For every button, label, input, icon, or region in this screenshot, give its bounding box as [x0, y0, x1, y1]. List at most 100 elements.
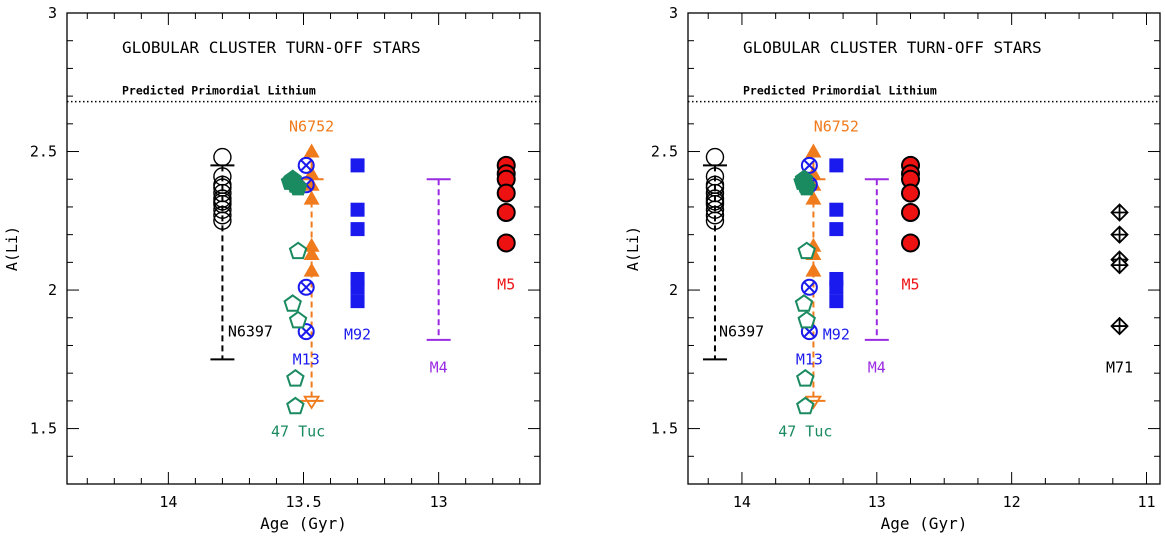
marker-cross	[803, 159, 816, 172]
data-point	[901, 202, 921, 222]
series-label: M13	[796, 350, 823, 368]
x-tick-label: 13	[430, 493, 448, 511]
series-n6397: N6397	[210, 147, 273, 361]
series-label: M5	[497, 276, 515, 294]
data-point	[303, 262, 320, 277]
y-axis-label: A(Li)	[3, 226, 21, 271]
data-point	[213, 200, 232, 219]
x-axis-label: Age (Gyr)	[881, 514, 968, 533]
data-point	[302, 395, 321, 410]
x-tick-label: 12	[1003, 493, 1021, 511]
x-tick-label: 13	[868, 493, 886, 511]
chart-panel-2: 1.5 2 2.5 3 14 13 12 11 Age (Gyr) A(Li) GLOBULAR C…	[624, 4, 1161, 533]
series-label: M92	[823, 325, 850, 343]
marker-ring	[297, 156, 315, 174]
data-point	[350, 158, 365, 173]
data-point	[496, 202, 516, 222]
y-tick-label: 2	[669, 281, 678, 299]
series-label: N6752	[289, 118, 334, 136]
data-point	[829, 280, 844, 295]
data-point	[286, 368, 305, 387]
series-m92: M92	[344, 158, 371, 343]
y-tick-label: 2.5	[651, 143, 678, 161]
data-point	[797, 310, 816, 329]
marker-cross	[300, 325, 313, 338]
series-m71: M71	[1106, 203, 1133, 377]
data-point	[800, 278, 818, 296]
data-point	[303, 190, 320, 205]
series-label: M71	[1106, 359, 1133, 377]
data-point	[303, 246, 320, 261]
series-label: M5	[901, 276, 919, 294]
data-point	[797, 177, 816, 196]
data-point	[705, 206, 725, 225]
series-m4: M4	[426, 178, 451, 377]
data-point	[805, 262, 822, 277]
chart-title: GLOBULAR CLUSTER TURN-OFF STARS	[743, 38, 1042, 57]
marker-ring	[297, 323, 315, 341]
data-point	[303, 143, 320, 158]
data-point	[805, 143, 822, 158]
data-point	[288, 177, 308, 196]
y-tick-label: 1.5	[651, 420, 678, 438]
series-m13: M13	[293, 156, 320, 368]
series-m5: M5	[496, 155, 516, 294]
series-m5: M5	[901, 155, 921, 294]
data-point	[797, 241, 816, 260]
y-tick-label: 3	[669, 4, 678, 22]
data-point	[794, 294, 814, 312]
x-tick-label: 11	[1137, 493, 1155, 511]
data-point	[705, 200, 725, 219]
data-point	[288, 310, 308, 329]
series-label: M4	[868, 359, 886, 377]
y-axis-label: A(Li)	[624, 226, 642, 271]
y-tick-label: 2	[48, 281, 57, 299]
series-label: M92	[344, 325, 371, 343]
data-point	[303, 165, 320, 180]
x-tick-label: 13.5	[285, 493, 321, 511]
x-tick-label: 14	[733, 493, 751, 511]
data-point	[286, 396, 305, 415]
data-point	[1110, 316, 1129, 336]
series-47-tuc: 47 Tuc	[778, 169, 832, 440]
series-47-tuc: 47 Tuc	[271, 169, 325, 440]
data-point	[800, 156, 818, 174]
data-point	[1110, 225, 1129, 244]
data-point	[283, 294, 302, 312]
marker-cross	[803, 325, 816, 338]
marker-ring	[297, 278, 315, 296]
data-point	[705, 175, 725, 194]
series-label: N6752	[814, 118, 859, 136]
primordial-lithium-label: Predicted Primordial Lithium	[122, 84, 316, 98]
data-point	[796, 368, 815, 387]
data-point	[705, 147, 725, 167]
data-point	[350, 280, 365, 295]
data-point	[705, 211, 725, 230]
x-tick-label: 14	[159, 493, 177, 511]
y-tick-label: 2.5	[30, 143, 57, 161]
y-tick-label: 3	[48, 4, 57, 22]
series-m92: M92	[823, 158, 850, 343]
series-label: M13	[293, 350, 320, 368]
data-point	[288, 241, 308, 260]
data-point	[213, 192, 232, 211]
data-point	[303, 237, 320, 252]
y-tick-label: 1.5	[30, 420, 57, 438]
series-n6397: N6397	[702, 147, 764, 361]
series-label: M4	[430, 359, 448, 377]
marker-cross	[300, 159, 313, 172]
x-axis-label: Age (Gyr)	[260, 514, 347, 533]
chart-title: GLOBULAR CLUSTER TURN-OFF STARS	[122, 38, 421, 57]
data-point	[901, 233, 921, 253]
data-point	[829, 294, 844, 309]
data-point	[213, 147, 232, 167]
data-point	[829, 222, 844, 237]
data-point	[297, 278, 315, 296]
data-point	[496, 183, 516, 203]
data-point	[705, 192, 725, 211]
data-point	[901, 183, 921, 203]
data-point	[350, 294, 365, 309]
data-point	[350, 202, 365, 217]
